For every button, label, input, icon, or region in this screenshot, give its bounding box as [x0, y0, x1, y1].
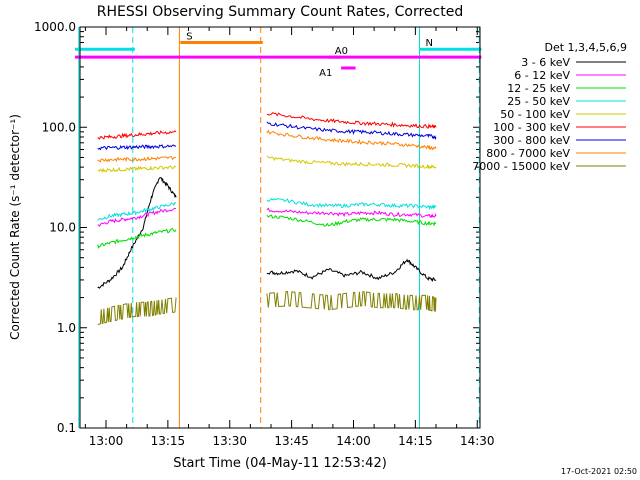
- y-tick-label: 100.0: [42, 120, 76, 134]
- legend-label: 800 - 7000 keV: [486, 147, 570, 160]
- x-axis-label: Start Time (04-May-11 12:53:42): [173, 456, 387, 471]
- series-line: [97, 297, 177, 325]
- plot-layer: 0.1 1.0 10.0 100.0 1000.0 13:00 13:15 13:30 13:4…: [34, 20, 495, 448]
- date-stamp: 17-Oct-2021 02:50: [561, 467, 637, 476]
- flag-label: S: [186, 32, 192, 43]
- x-tick-label: 13:45: [274, 434, 309, 448]
- legend-label: 50 - 100 keV: [500, 108, 570, 121]
- legend-label: 6 - 12 keV: [514, 69, 570, 82]
- series-line: [266, 214, 436, 227]
- series-line: [97, 156, 177, 163]
- x-tick-label: 13:30: [212, 434, 247, 448]
- series-line: [97, 201, 177, 221]
- y-axis-label: Corrected Count Rate (s⁻¹ detector⁻¹): [8, 114, 22, 340]
- y-tick-label: 1.0: [57, 321, 76, 335]
- x-tick-label: 14:15: [398, 434, 433, 448]
- series-line: [97, 165, 177, 173]
- series-line: [266, 207, 437, 219]
- chart-title: RHESSI Observing Summary Count Rates, Co…: [97, 4, 463, 20]
- series-line: [266, 197, 437, 211]
- legend-label: 3 - 6 keV: [521, 56, 570, 69]
- series-line: [266, 121, 437, 141]
- y-tick-label: 0.1: [57, 421, 76, 435]
- flag-label: A1: [319, 68, 332, 79]
- legend-label: 25 - 50 keV: [507, 95, 570, 108]
- plot-frame: [79, 26, 481, 429]
- legend-label: 7000 - 15000 keV: [472, 160, 570, 173]
- series-line: [266, 290, 437, 312]
- x-tick-label: 13:15: [151, 434, 186, 448]
- flag-label: A0: [335, 46, 348, 57]
- legend-label: 100 - 300 keV: [493, 121, 570, 134]
- legend-label: 300 - 800 keV: [493, 134, 570, 147]
- series-line: [266, 155, 437, 170]
- series-line: [97, 144, 177, 151]
- x-tick-label: 14:00: [336, 434, 371, 448]
- legend-label: 12 - 25 keV: [507, 82, 570, 95]
- series-line: [97, 207, 177, 227]
- series-line: [97, 130, 177, 140]
- y-tick-label: 10.0: [49, 221, 76, 235]
- series-line: [266, 111, 437, 129]
- y-tick-label: 1000.0: [34, 20, 76, 34]
- flag-label: N: [425, 38, 432, 49]
- series-line: [97, 176, 177, 289]
- series-line: [266, 258, 437, 283]
- series-line: [266, 129, 437, 151]
- series-line: [97, 228, 177, 249]
- legend-title: Det 1,3,4,5,6,9: [544, 41, 627, 54]
- x-tick-label: 14:30: [460, 434, 495, 448]
- x-tick-label: 13:00: [89, 434, 124, 448]
